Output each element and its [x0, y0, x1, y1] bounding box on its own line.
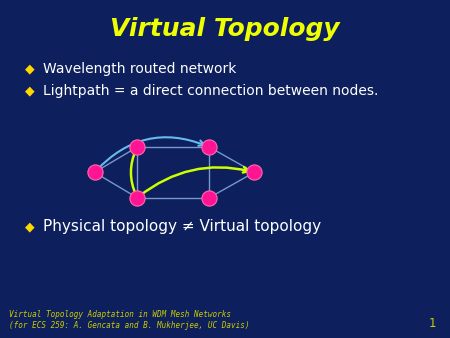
FancyArrowPatch shape [140, 167, 249, 196]
Point [134, 195, 141, 200]
Point [251, 170, 258, 175]
FancyArrowPatch shape [131, 149, 136, 195]
Point [134, 144, 141, 150]
Text: Virtual Topology: Virtual Topology [110, 17, 340, 41]
Text: ◆: ◆ [25, 63, 34, 76]
Text: Lightpath = a direct connection between nodes.: Lightpath = a direct connection between … [43, 84, 378, 98]
Text: 1: 1 [429, 317, 436, 330]
Point [91, 170, 98, 175]
Text: ◆: ◆ [25, 85, 34, 98]
Text: Physical topology ≠ Virtual topology: Physical topology ≠ Virtual topology [43, 219, 321, 234]
FancyArrowPatch shape [96, 137, 204, 170]
Point [206, 144, 213, 150]
Text: Wavelength routed network: Wavelength routed network [43, 62, 236, 76]
Text: ◆: ◆ [25, 220, 34, 233]
Text: Virtual Topology Adaptation in WDM Mesh Networks
(for ECS 259: A. Gencata and B.: Virtual Topology Adaptation in WDM Mesh … [9, 310, 249, 330]
Point [206, 195, 213, 200]
